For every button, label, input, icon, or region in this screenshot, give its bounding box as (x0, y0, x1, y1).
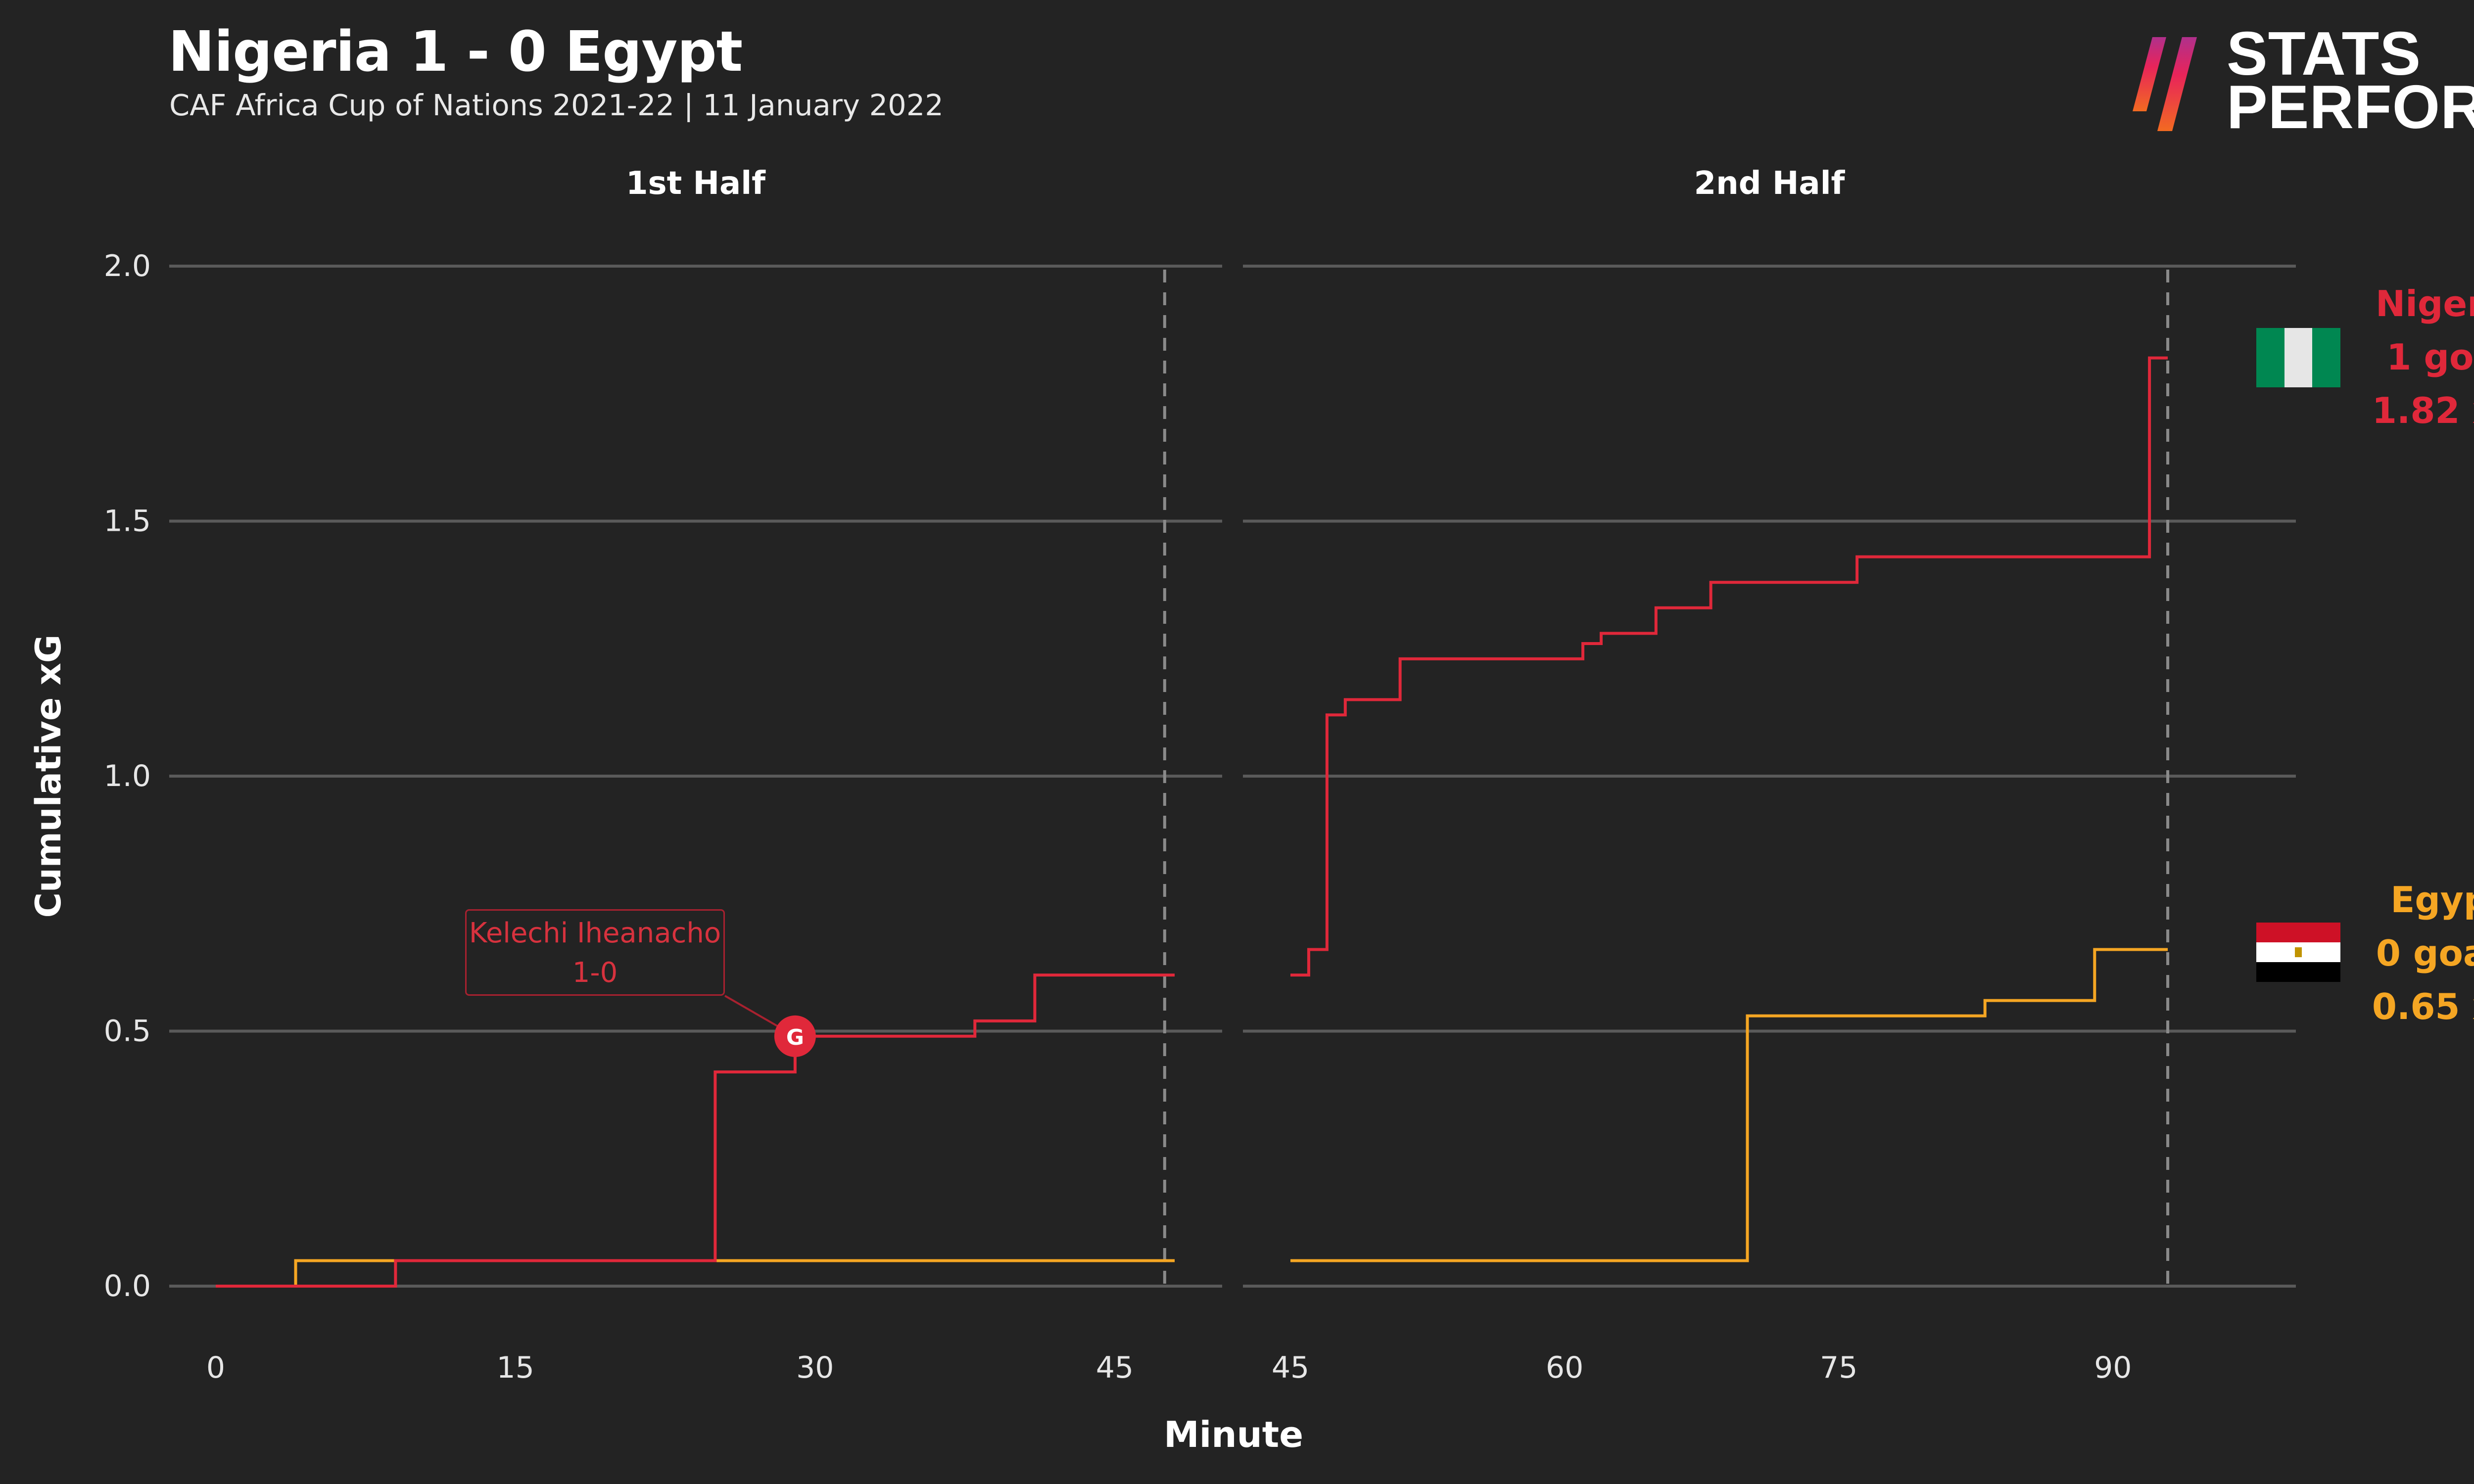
nigeria-xg: 1.82 xG (2372, 390, 2474, 431)
nigeria-goals: 1 goal (2386, 336, 2474, 378)
goal-marker (774, 1015, 816, 1057)
x-tick-label: 15 (496, 1350, 534, 1385)
y-tick-label: 0.5 (104, 1014, 151, 1049)
y-tick-label: 1.0 (104, 759, 151, 793)
nigeria-name: Nigeria (2375, 283, 2474, 325)
annotation-player: Kelechi Iheanacho (469, 917, 721, 949)
stats-perform-logo: STATS PERFORM (2118, 20, 2474, 141)
logo-wordmark: STATS PERFORM (2227, 20, 2474, 141)
panel-title: 2nd Half (1694, 165, 1846, 202)
x-tick-label: 45 (1096, 1350, 1134, 1385)
series-line-nigeria (216, 974, 1175, 1288)
y-tick-label: 0.0 (104, 1269, 151, 1303)
y-axis-label: Cumulative xG (28, 635, 69, 918)
egypt-label: Egypt 0 goals 0.65 xG (2349, 873, 2474, 1033)
egypt-flag-icon (2256, 923, 2340, 982)
x-tick-label: 90 (2094, 1350, 2132, 1385)
x-tick-label: 75 (1820, 1350, 1857, 1385)
x-tick-label: 60 (1546, 1350, 1583, 1385)
goal-annotation: Kelechi Iheanacho 1-0 (465, 909, 725, 996)
goal-marker-label: G (786, 1025, 804, 1050)
annotation-score: 1-0 (572, 957, 618, 989)
nigeria-label: Nigeria 1 goal 1.82 xG (2349, 277, 2474, 437)
x-tick-label: 45 (1272, 1350, 1309, 1385)
x-axis-label: Minute (1164, 1414, 1303, 1455)
y-tick-label: 1.5 (104, 504, 151, 539)
chart-title: Nigeria 1 - 0 Egypt (168, 20, 743, 84)
x-tick-label: 30 (796, 1350, 834, 1385)
series-line-nigeria (1290, 356, 2168, 977)
series-line-egypt (1290, 948, 2168, 1262)
nigeria-flag-icon (2256, 328, 2340, 387)
egypt-goals: 0 goals (2376, 932, 2474, 974)
x-tick-label: 0 (206, 1350, 225, 1385)
logo-slash-icon (2133, 37, 2197, 131)
egypt-xg: 0.65 xG (2372, 986, 2474, 1027)
egypt-name: Egypt (2390, 879, 2474, 921)
logo-line-perform: PERFORM (2227, 73, 2474, 141)
series-line-egypt (216, 1259, 1175, 1288)
logo-line-stats: STATS (2227, 20, 2422, 88)
panel-title: 1st Half (626, 165, 766, 202)
chart-subtitle: CAF Africa Cup of Nations 2021-22 | 11 J… (169, 88, 944, 122)
y-tick-label: 2.0 (104, 249, 151, 283)
